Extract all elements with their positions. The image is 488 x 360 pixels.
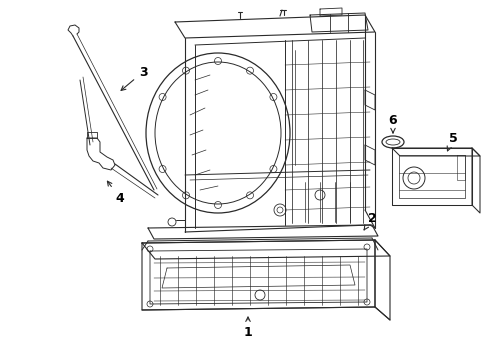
Text: 5: 5 (447, 131, 456, 151)
Text: 1: 1 (243, 317, 252, 338)
Text: 2: 2 (364, 212, 376, 230)
Text: 6: 6 (388, 113, 397, 133)
Text: 4: 4 (107, 181, 124, 204)
Text: 3: 3 (121, 66, 147, 90)
